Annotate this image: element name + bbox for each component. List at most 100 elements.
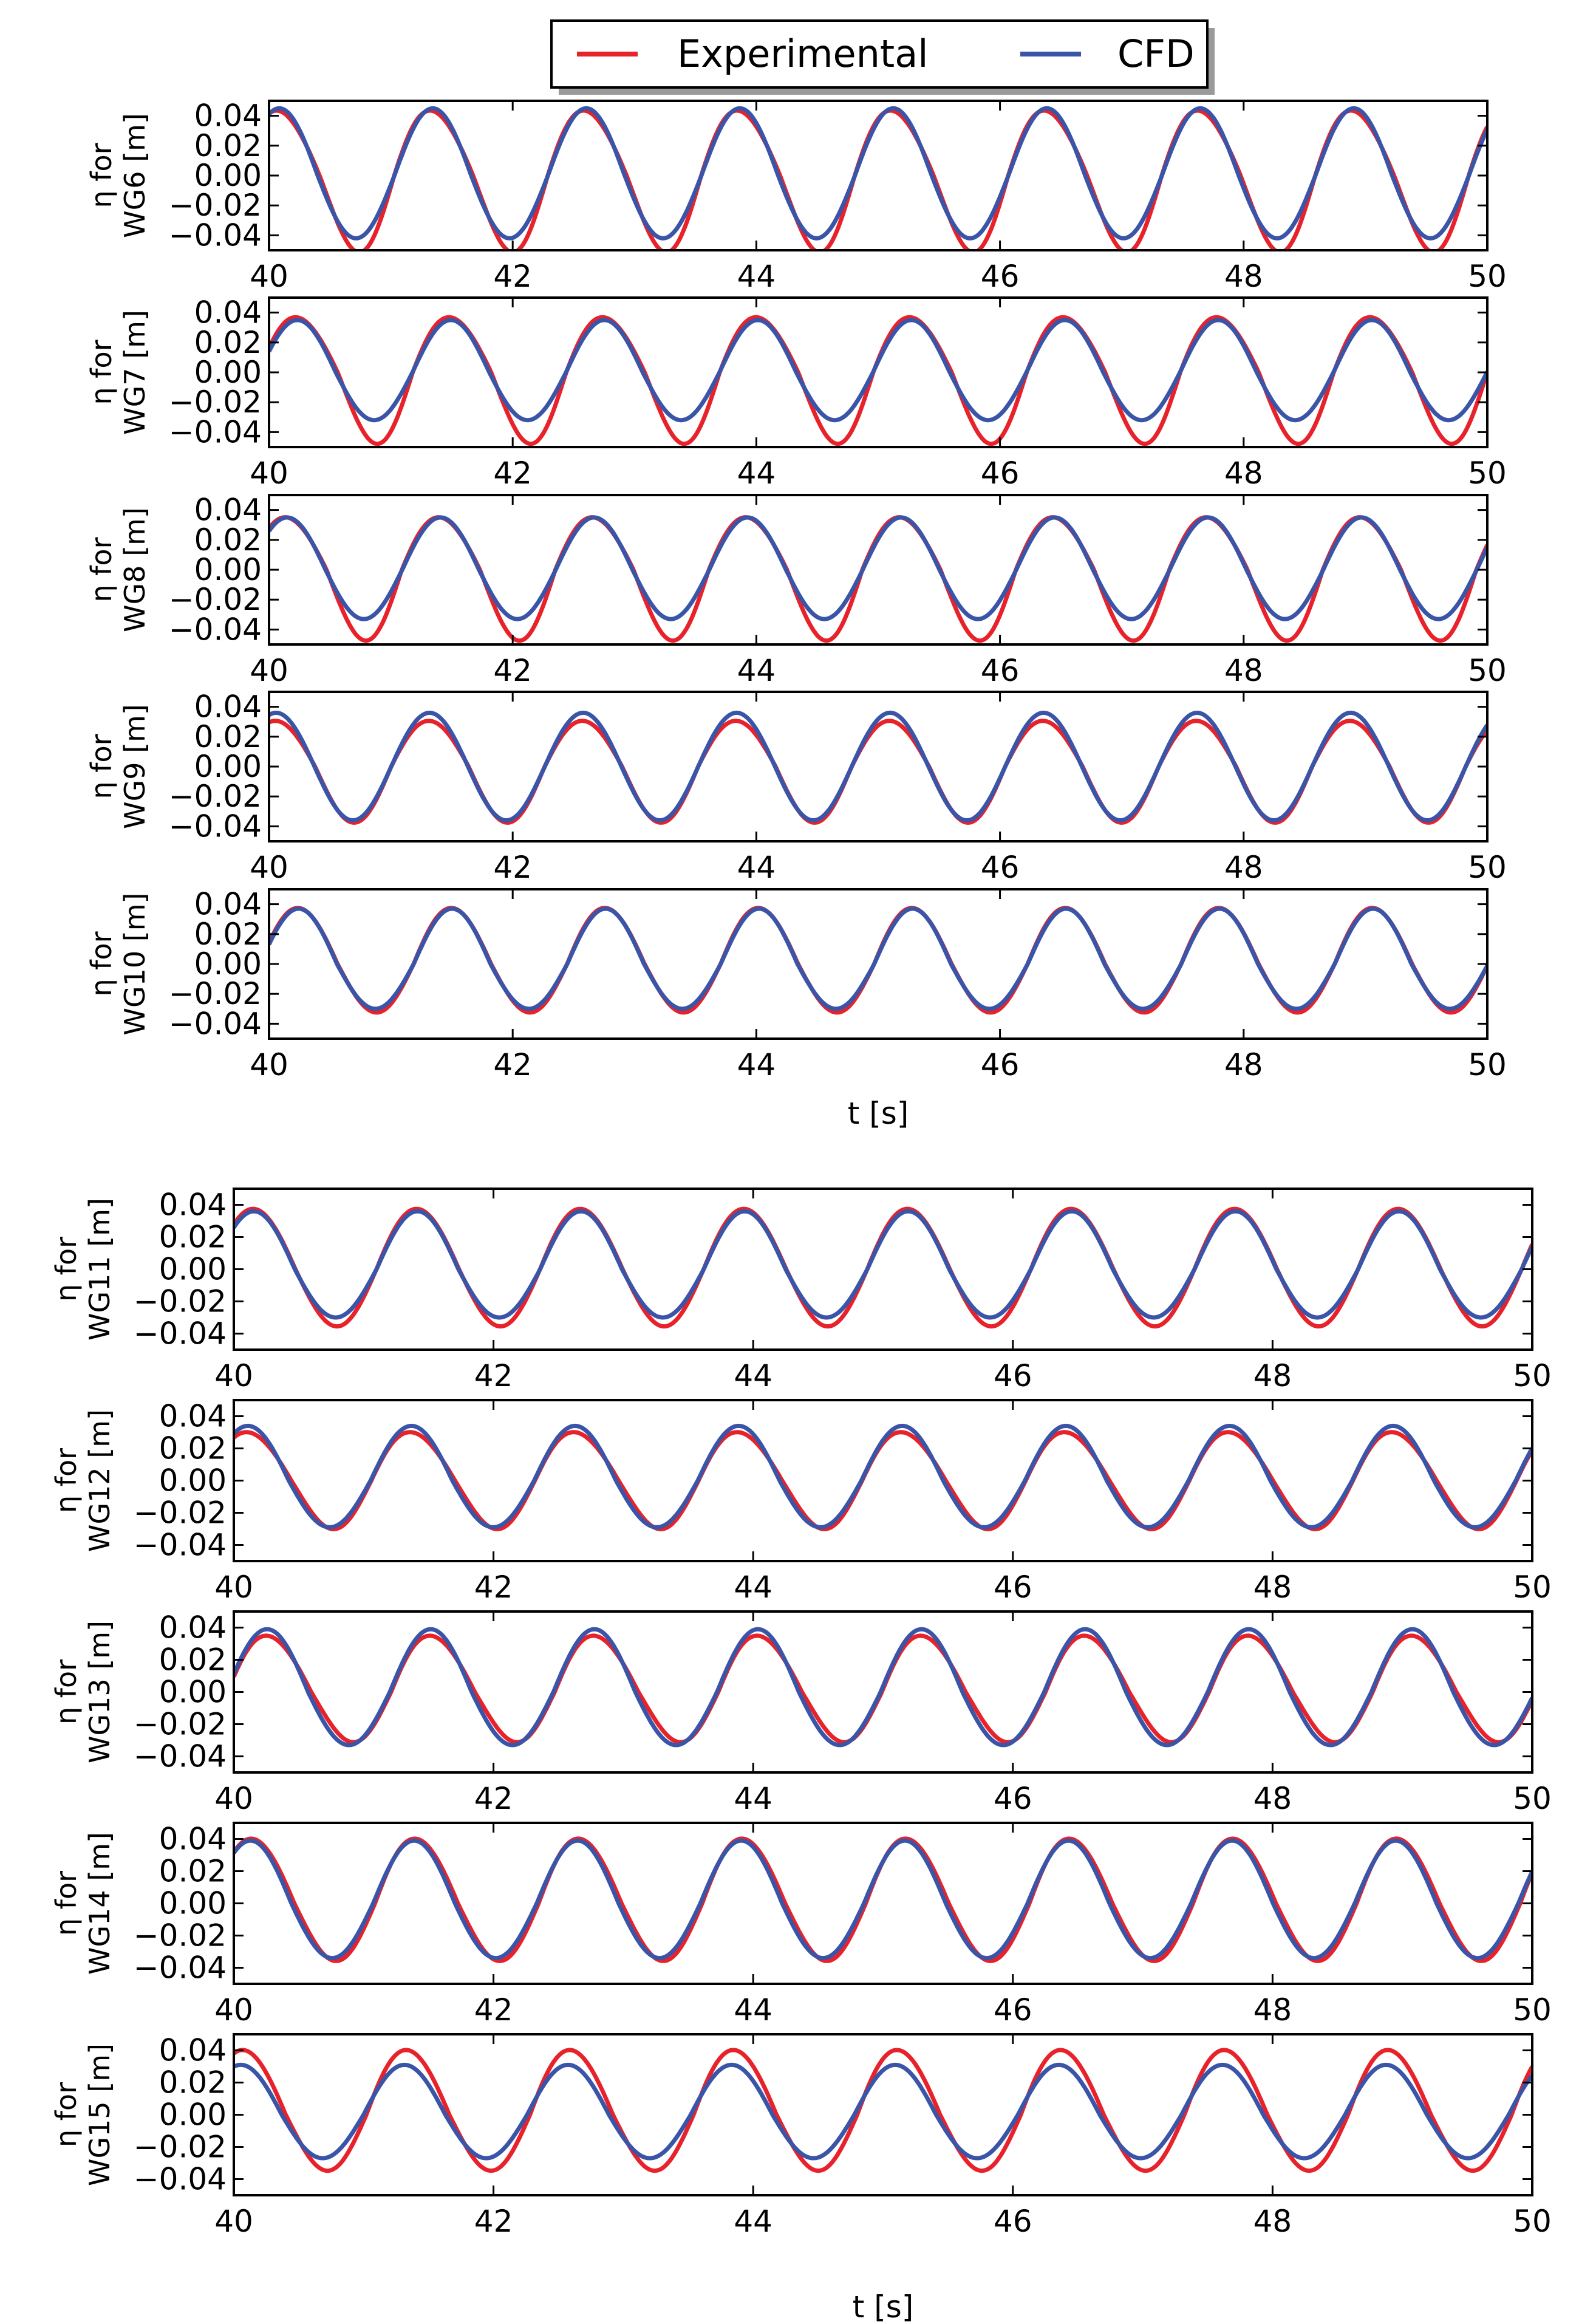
y-tick-label-wg13: −0.04	[134, 1739, 227, 1774]
x-tick-label-wg9: 42	[493, 850, 532, 885]
x-tick-label-wg7: 50	[1468, 456, 1507, 491]
series-cfd-wg12	[234, 1423, 1532, 1529]
x-tick-label-wg11: 42	[474, 1358, 513, 1393]
x-tick-label-wg11: 50	[1513, 1358, 1552, 1393]
y-axis-label-line2-wg7: WG7 [m]	[118, 310, 151, 435]
y-tick-label-wg13: 0.04	[159, 1610, 227, 1646]
y-tick-label-wg15: 0.02	[159, 2065, 227, 2100]
x-tick-label-wg13: 44	[734, 1781, 772, 1816]
y-tick-label-wg8: 0.04	[194, 493, 262, 528]
panel-wg10: 0.040.020.00−0.02−0.04 40 42 44 46 48 50 η for W…	[85, 887, 1507, 1082]
y-tick-label-wg7: −0.04	[169, 414, 262, 449]
y-tick-label-wg10: 0.02	[194, 917, 262, 952]
y-tick-label-wg11: 0.04	[159, 1188, 227, 1223]
y-tick-label-wg10: −0.04	[169, 1006, 262, 1041]
x-tick-label-wg7: 40	[250, 456, 288, 491]
y-tick-label-wg8: −0.04	[169, 612, 262, 647]
series-experimental-wg7	[269, 315, 1487, 446]
y-tick-label-wg14: −0.02	[134, 1918, 227, 1953]
y-tick-label-wg6: −0.04	[169, 217, 262, 253]
y-tick-label-wg12: −0.02	[134, 1495, 227, 1531]
legend-box	[550, 19, 1209, 89]
series-cfd-wg7	[269, 318, 1487, 423]
x-tick-label-wg12: 42	[474, 1570, 513, 1605]
series-cfd-wg13	[234, 1627, 1532, 1748]
x-tick-label-wg11: 44	[734, 1358, 772, 1393]
y-tick-label-wg11: 0.02	[159, 1220, 227, 1255]
y-tick-label-wg9: 0.04	[194, 689, 262, 725]
y-tick-label-wg7: 0.04	[194, 295, 262, 330]
series-cfd-wg14	[234, 1838, 1532, 1961]
axes-frame-wg12	[233, 1399, 1533, 1562]
x-tick-label-wg6: 46	[981, 259, 1020, 294]
x-tick-label-wg10: 40	[250, 1047, 288, 1082]
y-axis-label-line1-wg7: η for	[85, 340, 118, 405]
y-tick-label-wg10: 0.00	[194, 946, 262, 982]
y-tick-label-wg9: −0.02	[169, 779, 262, 814]
x-tick-label-wg12: 40	[214, 1570, 253, 1605]
y-axis-label-line1-wg9: η for	[85, 734, 118, 799]
x-tick-label-wg15: 44	[734, 2204, 772, 2239]
y-tick-label-wg8: 0.00	[194, 552, 262, 587]
y-tick-label-wg15: −0.02	[134, 2130, 227, 2165]
axes-frame-wg10	[268, 888, 1489, 1040]
series-cfd-wg15	[234, 2062, 1532, 2161]
x-tick-label-wg9: 50	[1468, 850, 1507, 885]
x-tick-label-wg9: 46	[981, 850, 1020, 885]
y-tick-label-wg15: −0.04	[134, 2162, 227, 2197]
y-axis-label-line1-wg15: η for	[50, 2082, 83, 2147]
y-tick-label-wg6: 0.04	[194, 98, 262, 134]
x-tick-label-wg13: 40	[214, 1781, 253, 1816]
y-axis-label-line2-wg14: WG14 [m]	[83, 1832, 116, 1975]
x-tick-label-wg10: 48	[1224, 1047, 1263, 1082]
x-tick-label-wg6: 40	[250, 259, 288, 294]
y-tick-label-wg6: −0.02	[169, 188, 262, 223]
panel-wg15: 0.040.020.00−0.02−0.04 40 42 44 46 48 50 η for W…	[50, 2033, 1552, 2240]
x-tick-label-wg6: 44	[737, 259, 776, 294]
y-tick-label-wg13: 0.00	[159, 1675, 227, 1710]
y-tick-label-wg14: 0.02	[159, 1854, 227, 1889]
x-tick-label-wg7: 46	[981, 456, 1020, 491]
panel-wg8: 0.040.020.00−0.02−0.04 40 42 44 46 48 50 η for W…	[85, 493, 1507, 688]
x-tick-label-wg11: 46	[994, 1358, 1032, 1393]
y-axis-label-line2-wg9: WG9 [m]	[118, 704, 151, 829]
y-axis-label-line2-wg13: WG13 [m]	[83, 1621, 116, 1763]
y-tick-label-wg7: 0.02	[194, 325, 262, 360]
series-cfd-wg8	[269, 515, 1487, 621]
x-tick-label-wg15: 50	[1513, 2204, 1552, 2239]
x-tick-label-wg11: 40	[214, 1358, 253, 1393]
y-axis-label-line2-wg8: WG8 [m]	[118, 507, 151, 632]
x-tick-label-wg13: 48	[1253, 1781, 1292, 1816]
x-tick-label-wg9: 40	[250, 850, 288, 885]
series-experimental-wg15	[234, 2048, 1532, 2173]
x-tick-label-wg10: 42	[493, 1047, 532, 1082]
x-tick-label-wg7: 48	[1224, 456, 1263, 491]
axes-frame-wg9	[268, 691, 1489, 842]
panel-wg14: 0.040.020.00−0.02−0.04 40 42 44 46 48 50 η for W…	[50, 1822, 1552, 2028]
x-tick-label-wg6: 48	[1224, 259, 1263, 294]
x-tick-label-wg7: 42	[493, 456, 532, 491]
y-tick-label-wg11: 0.00	[159, 1252, 227, 1287]
y-tick-label-wg11: −0.02	[134, 1284, 227, 1319]
y-axis-label-line2-wg10: WG10 [m]	[118, 893, 151, 1036]
y-tick-label-wg6: 0.02	[194, 128, 262, 163]
x-tick-label-wg8: 42	[493, 653, 532, 688]
x-tick-label-wg8: 44	[737, 653, 776, 688]
x-tick-label-wg15: 42	[474, 2204, 513, 2239]
y-tick-label-wg14: 0.00	[159, 1886, 227, 1921]
y-tick-label-wg7: 0.00	[194, 355, 262, 390]
y-tick-label-wg13: 0.02	[159, 1642, 227, 1678]
x-tick-label-wg11: 48	[1253, 1358, 1292, 1393]
x-tick-label-wg8: 48	[1224, 653, 1263, 688]
x-tick-label-wg14: 50	[1513, 1992, 1552, 2028]
x-tick-label-wg13: 50	[1513, 1781, 1552, 1816]
panel-wg9: 0.040.020.00−0.02−0.04 40 42 44 46 48 50 η for W…	[85, 689, 1507, 885]
x-tick-label-wg15: 40	[214, 2204, 253, 2239]
x-tick-label-wg10: 44	[737, 1047, 776, 1082]
series-cfd-wg10	[269, 906, 1487, 1011]
series-experimental-wg11	[234, 1206, 1532, 1329]
